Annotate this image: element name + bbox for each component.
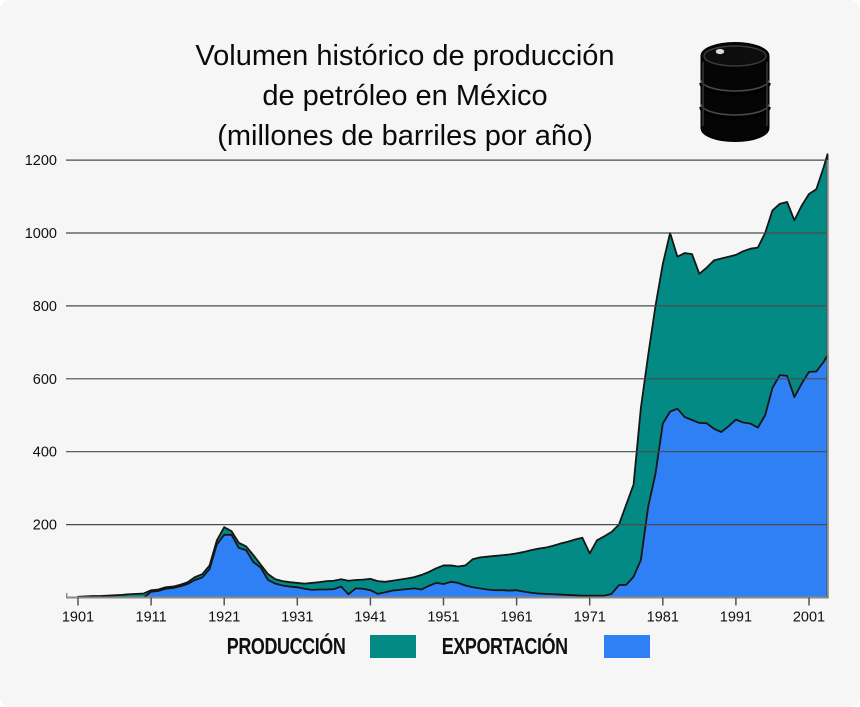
legend-production-swatch <box>370 635 417 658</box>
legend-production-label: PRODUCCIÓN <box>226 633 346 659</box>
oil-barrel-icon <box>699 42 771 142</box>
y-tick-label: 1200 <box>25 153 57 169</box>
y-tick-label: 600 <box>33 372 57 388</box>
x-tick-label: 1991 <box>720 610 752 626</box>
x-tick-label: 1931 <box>281 610 313 626</box>
x-tick-label: 1901 <box>62 610 94 626</box>
y-tick-label: 1000 <box>25 226 57 242</box>
x-tick-label: 1971 <box>574 610 606 626</box>
x-tick-label: 1941 <box>354 610 386 626</box>
chart-title: Volumen histórico de producción de petró… <box>55 36 755 156</box>
y-tick-label: 200 <box>33 518 57 534</box>
chart-legend: PRODUCCIÓN EXPORTACIÓN <box>0 633 860 660</box>
legend-export-swatch <box>603 635 650 658</box>
chart-title-line3: (millones de barriles por año) <box>217 120 593 152</box>
chart-title-line2: de petróleo en México <box>262 80 548 112</box>
x-tick-label: 1981 <box>647 610 679 626</box>
chart-title-line1: Volumen histórico de producción <box>195 40 615 72</box>
legend-export-label: EXPORTACIÓN <box>442 633 569 659</box>
x-tick-label: 1961 <box>500 610 532 626</box>
y-tick-label: 400 <box>33 445 57 461</box>
x-tick-label: 2001 <box>793 610 825 626</box>
x-tick-label: 1951 <box>427 610 459 626</box>
production-area <box>77 153 829 599</box>
y-tick-label: 800 <box>33 299 57 315</box>
x-tick-label: 1911 <box>136 610 167 626</box>
export-area <box>77 354 829 599</box>
x-tick-label: 1921 <box>208 610 240 626</box>
